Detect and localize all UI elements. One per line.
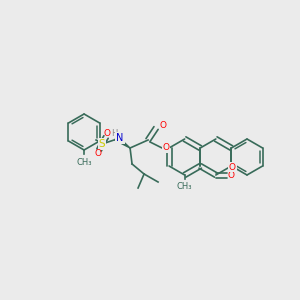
Text: O: O: [163, 143, 170, 152]
Text: CH₃: CH₃: [76, 158, 92, 167]
Text: CH₃: CH₃: [177, 182, 192, 191]
Text: O: O: [94, 149, 102, 158]
Text: O: O: [103, 130, 111, 139]
Text: O: O: [159, 122, 166, 130]
Text: N: N: [116, 133, 124, 143]
Polygon shape: [115, 136, 130, 148]
Text: O: O: [229, 163, 236, 172]
Text: O: O: [227, 170, 234, 179]
Text: H: H: [111, 130, 117, 139]
Text: S: S: [99, 139, 105, 149]
